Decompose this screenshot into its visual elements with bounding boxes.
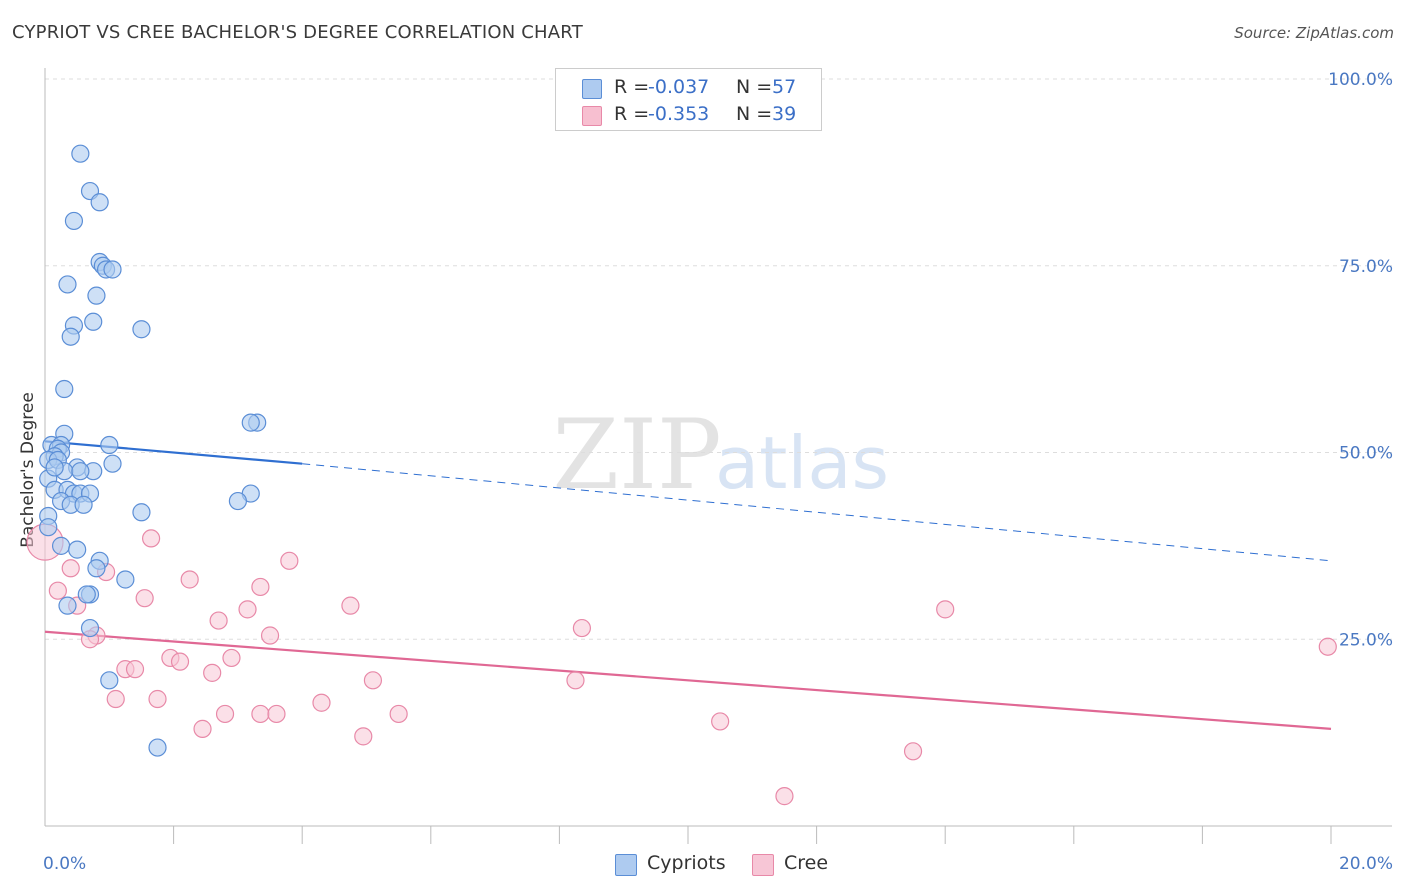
- cree-point: [48, 581, 67, 600]
- cypriots-trend-line: [44, 440, 303, 465]
- cypriots-point: [228, 491, 247, 511]
- cree-point: [170, 652, 190, 671]
- r-value: -0.037: [648, 76, 710, 98]
- cree-point: [215, 704, 235, 724]
- cypriots-point: [64, 211, 84, 231]
- cypriots-point: [71, 462, 90, 481]
- cypriots-point: [132, 320, 151, 339]
- cypriots-point: [61, 327, 80, 346]
- y-tick-label: 75.0%: [1339, 257, 1393, 277]
- cree-point: [903, 742, 923, 761]
- cree-point: [354, 727, 373, 746]
- cree-point: [141, 529, 161, 548]
- cypriots-point: [74, 495, 93, 514]
- cypriots-point: [58, 596, 77, 615]
- cree-point: [1318, 637, 1337, 656]
- watermark-zip: ZIP: [552, 399, 721, 511]
- cypriots-point: [116, 570, 135, 589]
- cree-point: [260, 626, 280, 645]
- cree-point: [125, 660, 145, 679]
- r-label: R =: [614, 103, 650, 125]
- cree-legend-label: Cree: [784, 852, 829, 874]
- cypriots-point: [77, 585, 96, 604]
- cypriots-legend-swatch: [615, 854, 637, 876]
- cree-point: [389, 704, 408, 724]
- cypriots-point: [87, 559, 106, 578]
- cree-point: [251, 577, 270, 597]
- y-tick-label: 100.0%: [1328, 70, 1393, 90]
- y-tick-label: 50.0%: [1339, 444, 1393, 464]
- cree-swatch: [582, 106, 602, 126]
- tick-labels: 25.0% 50.0% 75.0% 100.0% 0.0% 20.0%: [43, 70, 1393, 874]
- cypriots-point: [55, 379, 74, 399]
- cree-point: [280, 551, 299, 570]
- grid: [45, 78, 1392, 640]
- cree-point: [148, 689, 167, 709]
- cree-point: [775, 787, 794, 806]
- cypriots-point: [87, 286, 106, 305]
- cree-point: [566, 671, 585, 690]
- cypriots-point: [103, 260, 122, 279]
- cree-point: [341, 596, 360, 615]
- watermark: ZIP atlas: [552, 399, 889, 511]
- cree-point: [209, 611, 228, 630]
- trend-lines: [44, 440, 1332, 730]
- cypriots-point: [84, 312, 103, 331]
- cypriots-point: [68, 540, 87, 559]
- cree-point: [572, 618, 592, 638]
- cree-point: [267, 704, 286, 724]
- cree-point: [180, 570, 199, 589]
- cree-point: [363, 671, 383, 690]
- cree-point: [251, 704, 270, 724]
- n-value: 57: [772, 76, 797, 98]
- cree-point: [135, 589, 154, 608]
- cypriots-legend-label: Cypriots: [647, 852, 726, 874]
- x-tick-label: 20.0%: [1339, 854, 1393, 874]
- n-label: N =: [736, 76, 773, 98]
- cypriots-point: [103, 454, 122, 473]
- cypriots-point: [71, 144, 90, 163]
- cypriots-point: [39, 518, 58, 537]
- cypriots-trend-extension: [302, 463, 1332, 562]
- data-points: [26, 144, 1337, 806]
- cypriots-point: [58, 275, 77, 294]
- cypriots-swatch: [582, 79, 602, 99]
- cree-point: [312, 693, 331, 712]
- cree-point: [711, 712, 730, 731]
- watermark-atlas: atlas: [715, 421, 889, 505]
- legend-row-cree: R = -0.353 N = 39: [556, 103, 821, 127]
- cree-point: [238, 600, 257, 619]
- cree-trend-line: [44, 630, 1332, 730]
- cree-point: [936, 600, 955, 619]
- cree-legend-swatch: [752, 854, 774, 876]
- stats-legend: R = -0.037 N = 57 R = -0.353 N = 39: [555, 68, 822, 131]
- chart-title: CYPRIOT VS CREE BACHELOR'S DEGREE CORREL…: [12, 22, 583, 43]
- cree-point: [61, 559, 80, 578]
- cypriots-point: [80, 618, 100, 638]
- cypriots-point: [100, 671, 119, 690]
- cree-point: [193, 719, 212, 738]
- n-value: 39: [772, 103, 797, 125]
- cypriots-point: [45, 458, 64, 477]
- cypriots-point: [148, 738, 167, 757]
- source-label: Source: ZipAtlas.com: [1234, 24, 1394, 42]
- y-tick-label: 25.0%: [1339, 630, 1393, 650]
- cree-point: [203, 663, 222, 682]
- legend-row-cypriots: R = -0.037 N = 57: [556, 76, 821, 100]
- cypriots-point: [241, 413, 260, 432]
- cree-point: [106, 689, 125, 709]
- r-value: -0.353: [648, 103, 710, 125]
- x-tick-label: 0.0%: [43, 854, 86, 874]
- n-label: N =: [736, 103, 773, 125]
- cypriots-point: [100, 435, 119, 455]
- cree-point: [222, 648, 241, 668]
- cypriots-point: [90, 193, 109, 212]
- r-label: R =: [614, 76, 650, 98]
- cypriots-point: [132, 503, 151, 522]
- cypriots-point: [51, 536, 71, 555]
